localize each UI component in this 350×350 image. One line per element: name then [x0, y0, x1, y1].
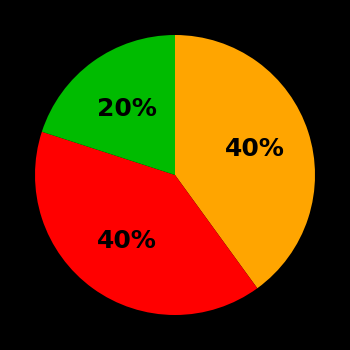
Wedge shape [35, 132, 257, 315]
Wedge shape [42, 35, 175, 175]
Text: 40%: 40% [97, 229, 157, 253]
Text: 20%: 20% [97, 97, 157, 121]
Wedge shape [175, 35, 315, 288]
Text: 40%: 40% [225, 137, 285, 161]
